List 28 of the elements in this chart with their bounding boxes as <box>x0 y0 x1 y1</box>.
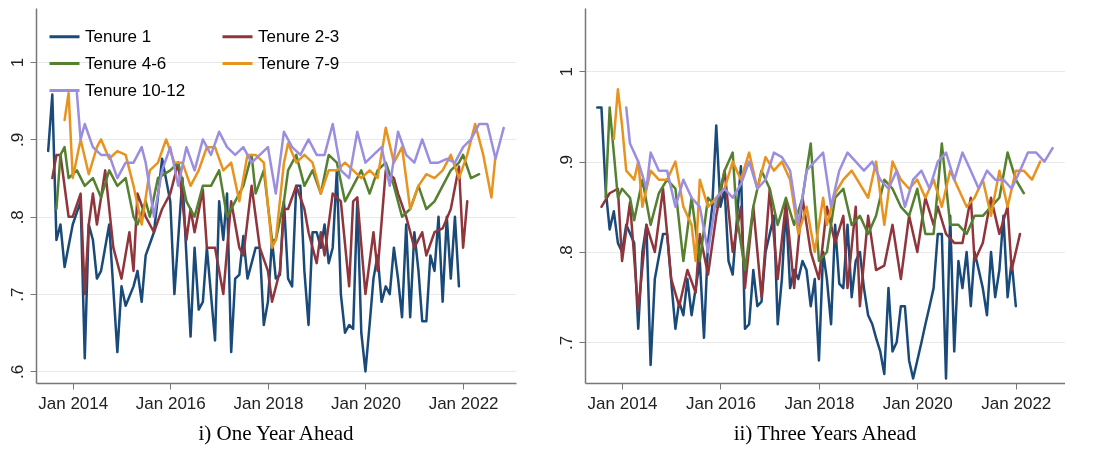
x-tick-label: Jan 2020 <box>882 393 953 413</box>
line-series <box>624 106 1054 254</box>
x-tick-label: Jan 2022 <box>981 393 1052 413</box>
y-tick-label: .8 <box>556 245 576 260</box>
y-tick-label: .7 <box>556 335 576 350</box>
legend-label: Tenure 1 <box>85 26 152 46</box>
text: i) One Year Ahead <box>198 421 355 445</box>
x-tick-label: Jan 2022 <box>428 393 499 413</box>
x-tick-label: Jan 2016 <box>135 393 206 413</box>
line-series <box>51 153 469 304</box>
legend-label: Tenure 10-12 <box>85 80 186 100</box>
x-tick-label: Jan 2020 <box>330 393 401 413</box>
x-tick-label: Jan 2014 <box>587 393 658 413</box>
x-tick-label: Jan 2018 <box>233 393 304 413</box>
y-tick-label: .9 <box>556 155 576 170</box>
y-tick-label: 1 <box>7 57 27 68</box>
legend-label: Tenure 7-9 <box>258 53 340 73</box>
x-tick-label: Jan 2018 <box>784 393 855 413</box>
y-tick-label: .9 <box>7 132 27 148</box>
text: ii) Three Years Ahead <box>733 421 917 445</box>
x-tick-label: Jan 2014 <box>38 393 109 413</box>
legend-label: Tenure 2-3 <box>258 26 340 46</box>
y-tick-label: .6 <box>7 364 27 379</box>
x-tick-label: Jan 2016 <box>685 393 756 413</box>
legend-label: Tenure 4-6 <box>85 53 167 73</box>
y-tick-label: .8 <box>7 210 27 225</box>
y-tick-label: .7 <box>7 287 27 302</box>
y-tick-label: 1 <box>556 67 576 77</box>
